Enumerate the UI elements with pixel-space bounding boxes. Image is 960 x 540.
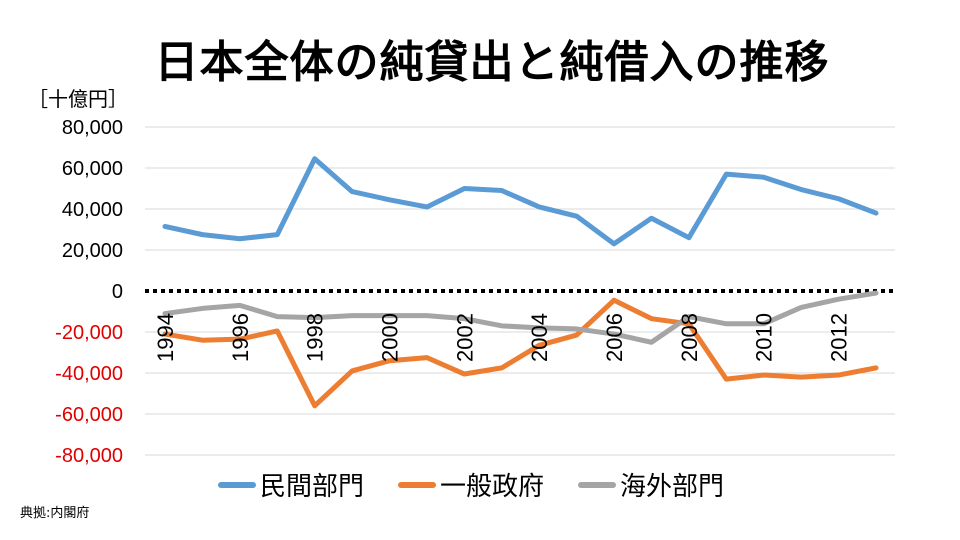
x-tick-label: 1994 <box>153 313 178 362</box>
x-tick-label: 2010 <box>752 313 777 362</box>
series-line-2 <box>162 290 879 345</box>
legend: 民間部門 一般政府 海外部門 <box>218 466 758 503</box>
chart-title: 日本全体の純貸出と純借入の推移 <box>154 37 830 88</box>
x-tick-label: 1998 <box>303 313 328 362</box>
legend-item-private-sector: 民間部門 <box>218 466 364 503</box>
y-axis-unit-label: ［十億円］ <box>28 87 128 111</box>
legend-item-overseas-sector: 海外部門 <box>578 466 724 503</box>
legend-swatch <box>218 481 256 488</box>
y-tick-label: 40,000 <box>62 199 123 221</box>
y-tick-label: -40,000 <box>55 363 123 385</box>
x-tick-label: 2012 <box>827 313 852 362</box>
x-tick-label: 1996 <box>228 313 253 362</box>
legend-swatch <box>398 481 437 488</box>
x-tick-label: 2008 <box>677 313 702 362</box>
y-tick-label: -20,000 <box>55 322 123 344</box>
y-tick-label: -60,000 <box>55 404 123 426</box>
y-tick-label: 20,000 <box>62 240 123 262</box>
x-tick-label: 2002 <box>452 313 477 362</box>
x-axis-ticks: 1994 1996 1998 2000 2002 2004 2006 2008 2010 2012 <box>153 313 852 362</box>
legend-swatch <box>578 481 617 488</box>
y-axis-ticks: 80,000 60,000 40,000 20,000 0 -20,000 -40,000 -… <box>55 117 123 467</box>
y-tick-label: -80,000 <box>55 445 123 467</box>
series-line-0 <box>162 156 879 247</box>
legend-label: 一般政府 <box>440 472 545 502</box>
x-tick-label: 2006 <box>602 313 627 362</box>
x-tick-label: 2000 <box>378 313 403 362</box>
legend-item-general-government: 一般政府 <box>398 466 544 503</box>
series-lines <box>162 156 879 409</box>
y-tick-label: 0 <box>112 281 123 303</box>
x-tick-label: 2004 <box>527 313 552 362</box>
y-tick-label: 60,000 <box>62 158 123 180</box>
legend-label: 海外部門 <box>620 472 725 502</box>
source-note: 典拠:内閣府 <box>20 506 90 521</box>
series-line-1 <box>162 297 879 409</box>
legend-label: 民間部門 <box>260 472 365 502</box>
y-tick-label: 80,000 <box>62 117 123 139</box>
